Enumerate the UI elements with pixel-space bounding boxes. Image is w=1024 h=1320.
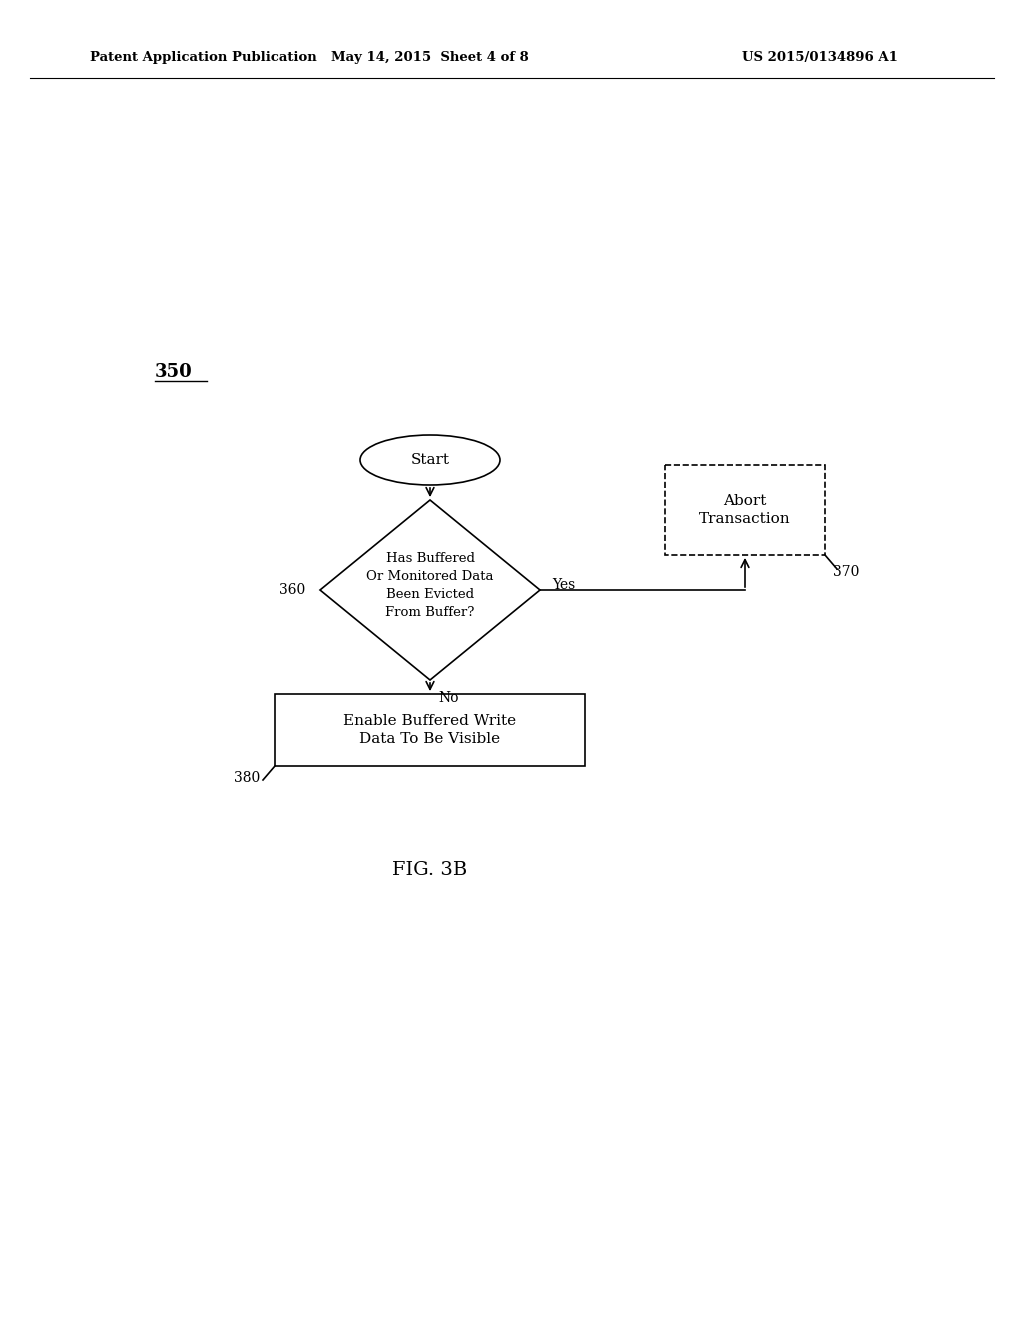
Text: Has Buffered
Or Monitored Data
Been Evicted
From Buffer?: Has Buffered Or Monitored Data Been Evic… [367, 552, 494, 619]
Text: FIG. 3B: FIG. 3B [392, 861, 468, 879]
Text: Patent Application Publication: Patent Application Publication [90, 51, 316, 65]
Text: No: No [438, 690, 459, 705]
Text: May 14, 2015  Sheet 4 of 8: May 14, 2015 Sheet 4 of 8 [331, 51, 528, 65]
Text: 360: 360 [279, 583, 305, 597]
Text: Abort
Transaction: Abort Transaction [699, 494, 791, 527]
Text: US 2015/0134896 A1: US 2015/0134896 A1 [742, 51, 898, 65]
Text: 370: 370 [833, 565, 859, 579]
Text: Start: Start [411, 453, 450, 467]
Text: 350: 350 [155, 363, 193, 381]
Text: Enable Buffered Write
Data To Be Visible: Enable Buffered Write Data To Be Visible [343, 714, 516, 746]
Text: Yes: Yes [552, 578, 575, 591]
Text: 380: 380 [233, 771, 260, 785]
